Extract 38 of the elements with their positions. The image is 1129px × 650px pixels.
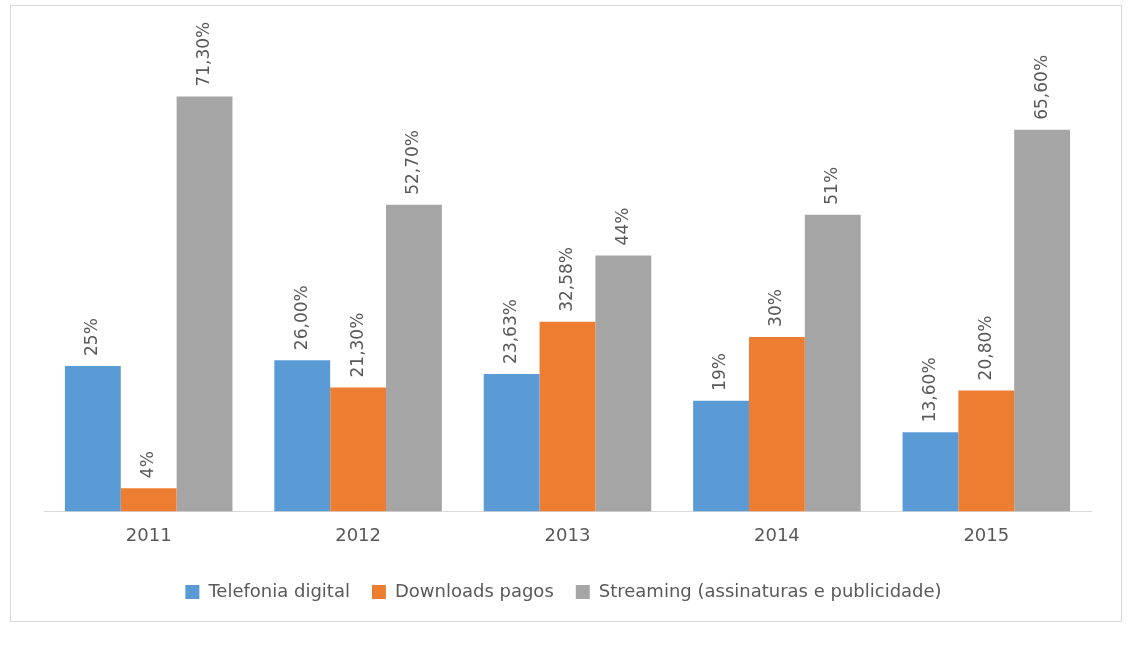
x-tick-label: 2013 xyxy=(544,523,591,545)
x-tick-label: 2015 xyxy=(963,523,1010,545)
data-label: 26,00% xyxy=(290,285,311,351)
data-label: 51% xyxy=(821,166,842,205)
bar xyxy=(483,373,540,512)
data-label: 23,63% xyxy=(500,299,521,364)
bar xyxy=(274,360,331,512)
bar xyxy=(693,400,749,512)
legend-label: Telefonia digital xyxy=(207,579,350,601)
bar xyxy=(902,432,959,512)
bar xyxy=(330,387,387,512)
bar xyxy=(804,214,861,512)
legend-label: Downloads pagos xyxy=(394,579,554,601)
bar xyxy=(120,488,177,512)
bar xyxy=(386,204,442,512)
bar xyxy=(1014,129,1071,512)
data-label: 44% xyxy=(611,207,632,246)
x-tick-label: 2014 xyxy=(753,523,800,545)
bar xyxy=(176,96,233,512)
data-label: 25% xyxy=(81,318,102,356)
x-tick-label: 2011 xyxy=(125,523,172,545)
data-label: 30% xyxy=(765,289,786,327)
bar xyxy=(64,365,121,512)
data-label: 32,58% xyxy=(555,247,576,312)
data-label: 19% xyxy=(709,353,730,391)
data-label: 4% xyxy=(137,451,158,479)
bar xyxy=(958,390,1015,512)
x-tick-label: 2012 xyxy=(335,523,382,545)
bar xyxy=(539,321,596,512)
bar xyxy=(748,336,805,512)
data-label: 71,30% xyxy=(192,21,213,87)
data-label: 20,80% xyxy=(974,315,995,381)
data-label: 13,60% xyxy=(918,357,939,423)
legend-label: Streaming (assinaturas e publicidade) xyxy=(598,579,942,601)
data-label: 65,60% xyxy=(1030,54,1051,120)
data-label: 21,30% xyxy=(346,312,367,378)
data-label: 52,70% xyxy=(402,129,423,195)
bar xyxy=(595,255,652,512)
